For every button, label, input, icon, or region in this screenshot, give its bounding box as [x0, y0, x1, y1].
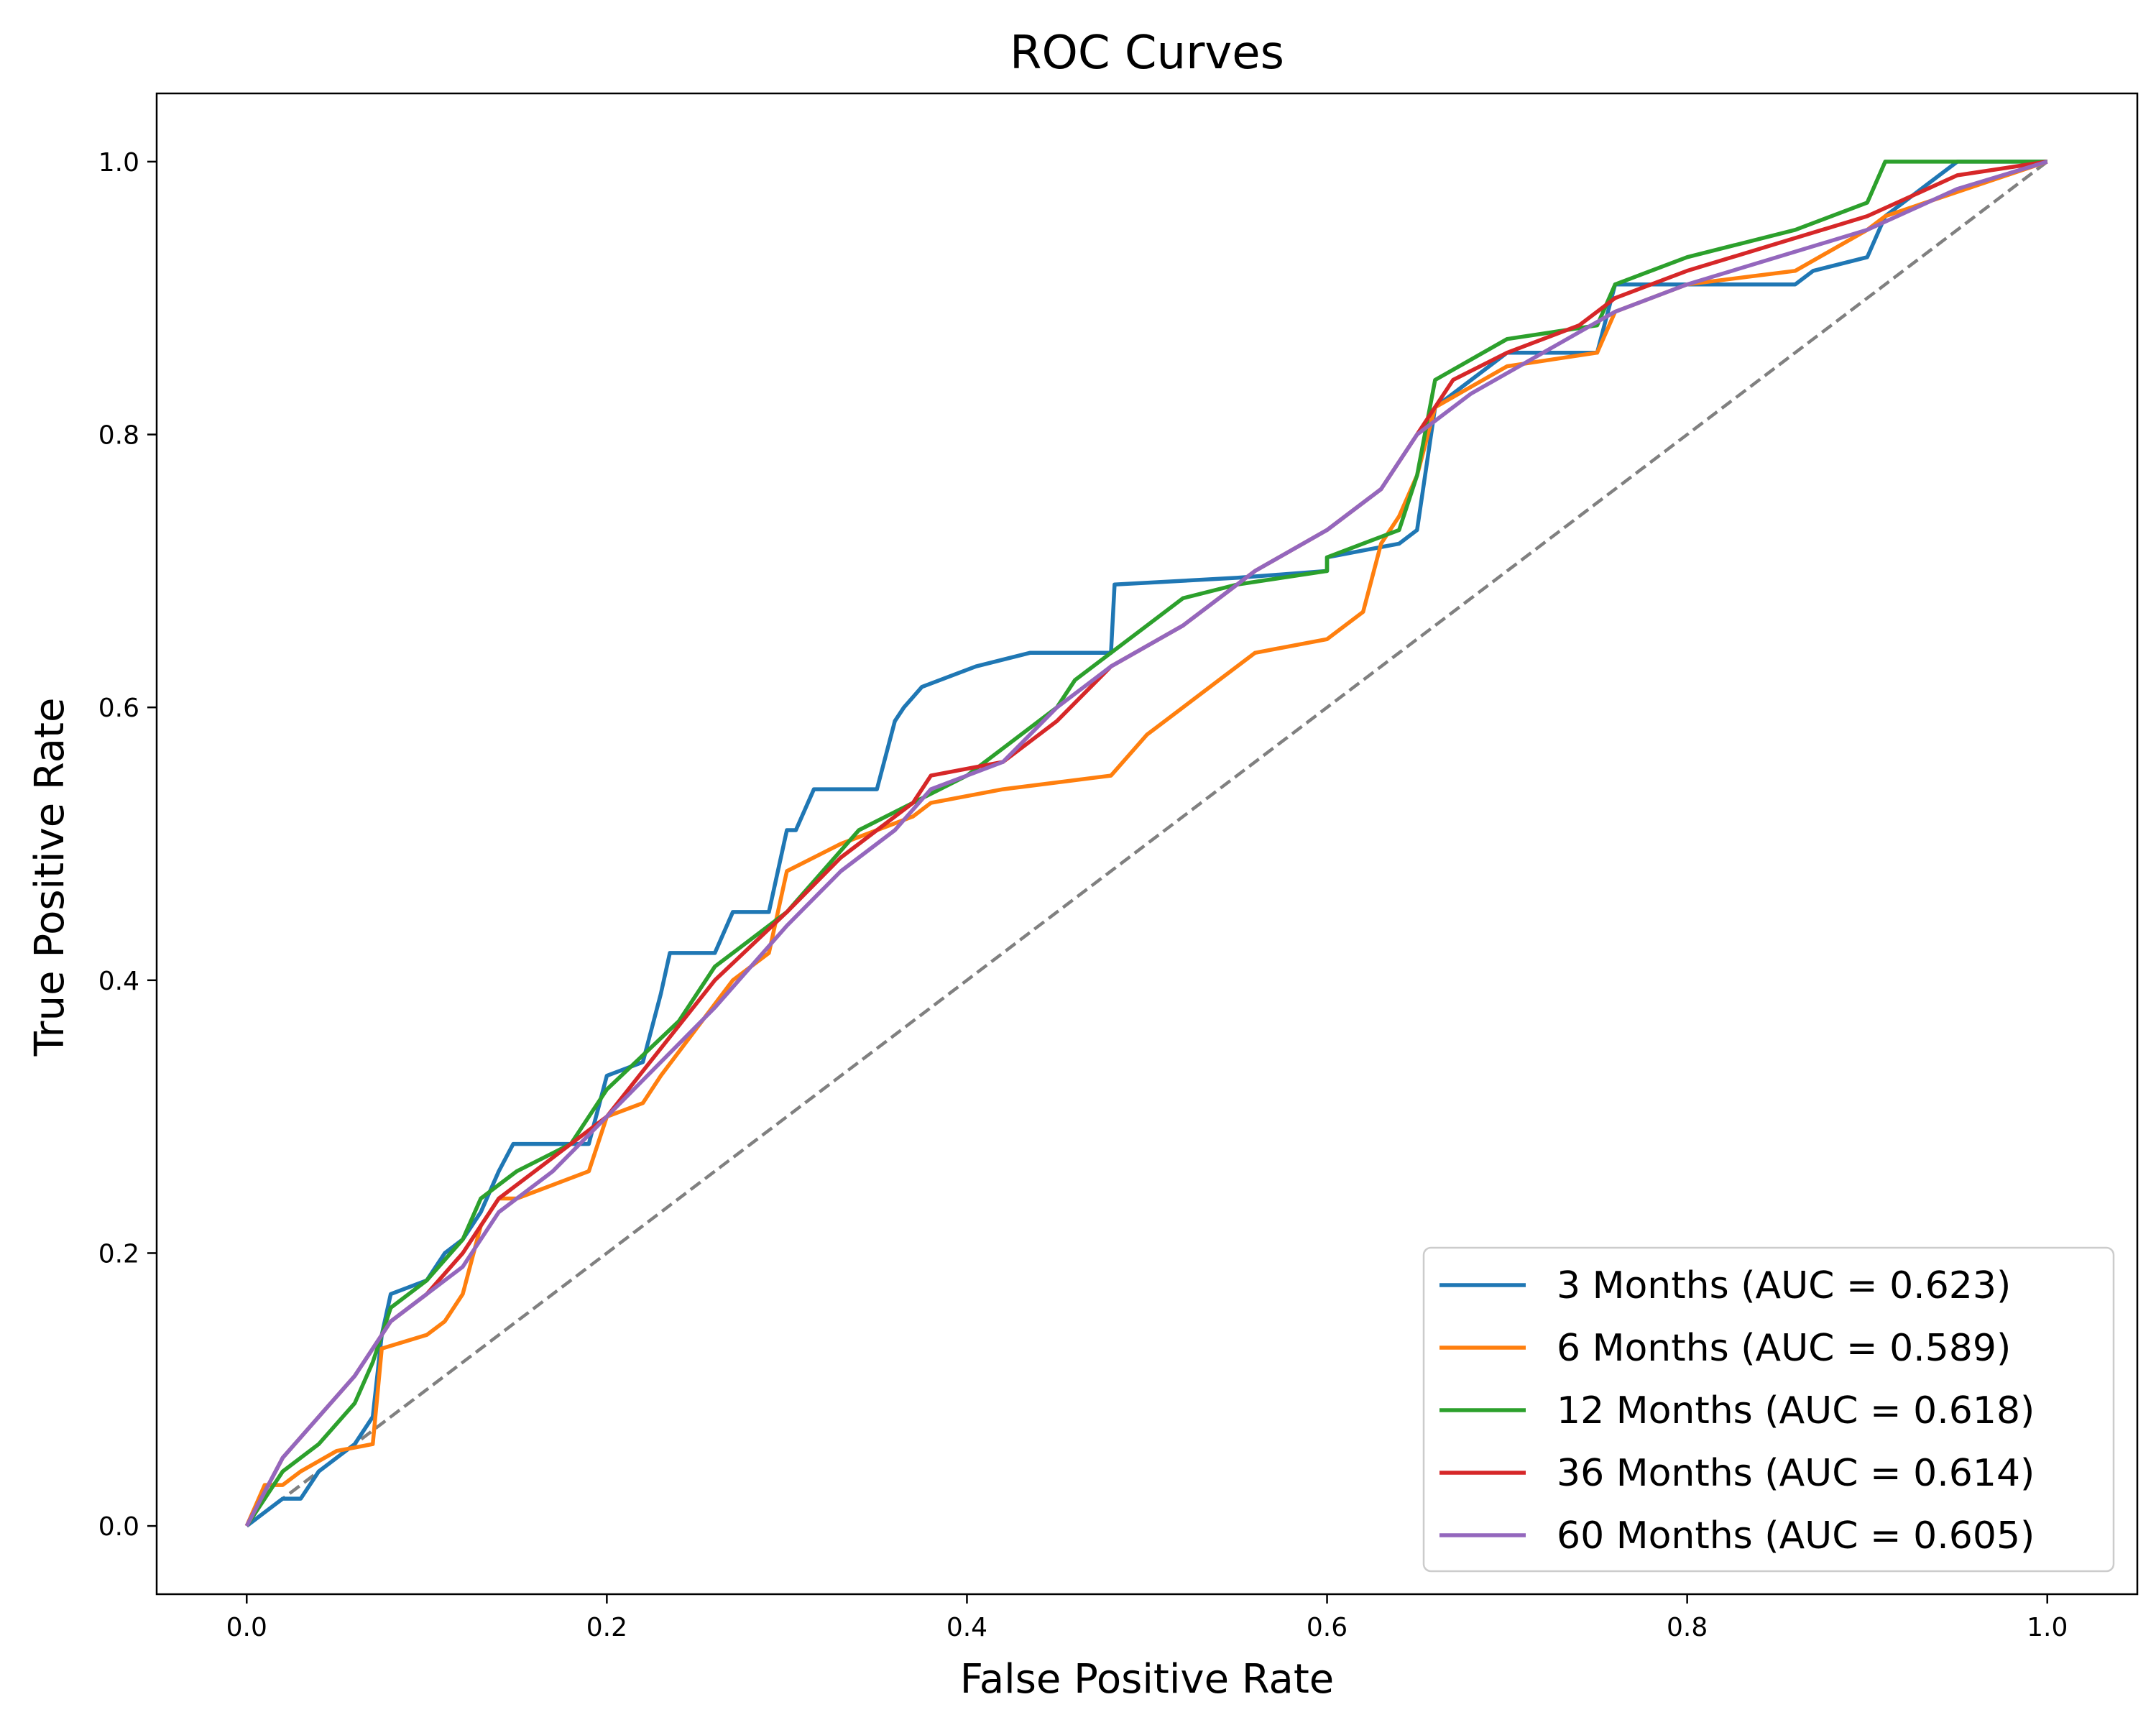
y-axis-label: True Positive Rate [27, 698, 73, 1057]
x-tick-label: 0.4 [946, 1613, 987, 1642]
legend-label-4: 36 Months (AUC = 0.614) [1557, 1452, 2035, 1495]
legend-box [1422, 1246, 2115, 1573]
x-axis-label: False Positive Rate [960, 1656, 1334, 1703]
y-tick-label: 0.6 [98, 694, 139, 723]
x-tick-label: 0.0 [226, 1613, 267, 1642]
legend: 3 Months (AUC = 0.623) 6 Months (AUC = 0.… [1422, 1246, 2115, 1573]
y-tick-label: 0.4 [98, 967, 139, 996]
y-tick-label: 0.8 [98, 421, 139, 451]
series-line-4 [244, 160, 2048, 1527]
chart-title: ROC Curves [1010, 27, 1284, 80]
x-tick-label: 0.6 [1307, 1613, 1348, 1642]
legend-label-5: 60 Months (AUC = 0.605) [1557, 1514, 2035, 1558]
y-axis-ticks: 0.0 0.2 0.4 0.6 0.8 1.0 [98, 148, 157, 1542]
x-tick-label: 1.0 [2027, 1613, 2068, 1642]
x-tick-label: 0.2 [586, 1613, 627, 1642]
x-tick-label: 0.8 [1667, 1613, 1708, 1642]
plot-frame [155, 92, 2139, 1596]
plot-area [155, 92, 2139, 1596]
legend-label-3: 12 Months (AUC = 0.618) [1557, 1389, 2035, 1432]
series-line-5 [244, 160, 2048, 1527]
series-line-2 [244, 160, 2048, 1527]
legend-label-2: 6 Months (AUC = 0.589) [1557, 1327, 2011, 1370]
y-tick-label: 0.0 [98, 1512, 139, 1542]
x-axis-ticks: 0.0 0.2 0.4 0.6 0.8 1.0 [226, 1594, 2068, 1642]
y-tick-label: 0.2 [98, 1239, 139, 1269]
legend-label-1: 3 Months (AUC = 0.623) [1557, 1264, 2011, 1307]
y-tick-label: 1.0 [98, 148, 139, 178]
